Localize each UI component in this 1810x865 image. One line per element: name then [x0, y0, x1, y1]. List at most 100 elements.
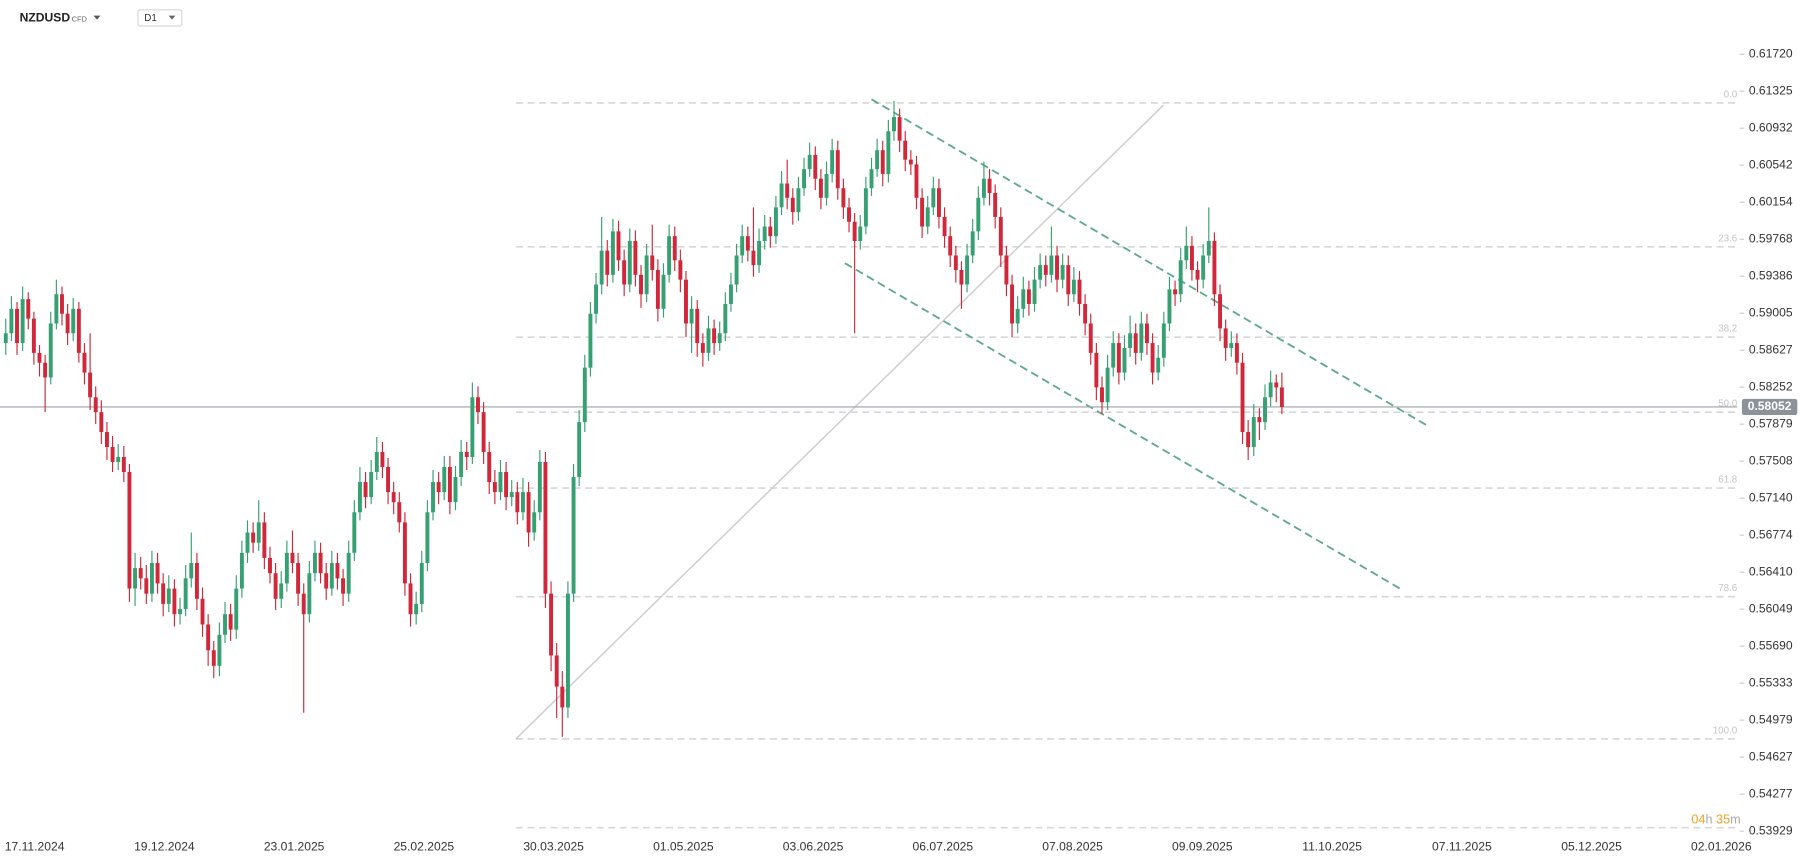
candle-body [1167, 289, 1172, 324]
candle-body [869, 169, 874, 189]
candle-body [273, 573, 278, 599]
candle-body [194, 563, 199, 599]
candle-body [847, 207, 851, 222]
candle-body [307, 573, 312, 615]
candle-body [363, 482, 368, 498]
candle-body [166, 588, 171, 604]
bar-timer: 04h 35m [1691, 813, 1740, 827]
candle-body [667, 236, 672, 275]
candle-body [3, 333, 8, 344]
candle-body [60, 294, 64, 314]
candle-body [695, 308, 700, 344]
y-tick-label: 0.61325 [1749, 83, 1793, 97]
candle-body [318, 552, 323, 574]
candle-body [993, 193, 998, 217]
y-tick-label: 0.60154 [1749, 194, 1793, 208]
candle-body [1038, 265, 1043, 280]
timer-h: h [1706, 813, 1713, 827]
candle-body [138, 568, 143, 579]
y-tick-label: 0.56049 [1749, 601, 1793, 615]
candle-body [436, 482, 441, 493]
candle-body [655, 269, 660, 309]
candle-body [571, 477, 576, 594]
candle-body [835, 150, 840, 189]
candle-body [717, 333, 722, 344]
candle-body [279, 583, 284, 599]
candle-body [1043, 265, 1048, 275]
candle-body [217, 634, 222, 666]
candle-body [509, 492, 514, 498]
candle-body [1150, 343, 1155, 373]
candle-body [768, 226, 773, 237]
candle-body [43, 362, 48, 378]
candle-body [650, 255, 655, 270]
candle-body [374, 451, 379, 473]
candle-body [369, 472, 374, 498]
candle-body [779, 183, 784, 208]
fib-trend-line [515, 104, 1165, 740]
candle-body [734, 255, 739, 285]
x-tick-label: 06.07.2025 [913, 840, 974, 854]
candle-body [223, 614, 227, 635]
candle-body [1133, 333, 1138, 353]
candle-body [15, 308, 19, 344]
candle-body [408, 583, 413, 615]
candle-body [487, 451, 492, 483]
candle-body [931, 188, 936, 208]
candle-body [206, 624, 211, 651]
candle-body [785, 183, 790, 198]
candle-body [616, 231, 621, 261]
candle-body [464, 451, 469, 457]
candle-body [341, 578, 346, 594]
candle-body [610, 231, 615, 275]
y-tick-label: 0.59005 [1749, 305, 1793, 319]
x-tick-label: 23.01.2025 [264, 840, 325, 854]
candle-body [251, 532, 256, 543]
candle-body [1218, 294, 1223, 329]
candle-body [594, 284, 599, 314]
fib-level-label: 38.2 [1718, 324, 1737, 335]
candle-body [37, 352, 42, 363]
candle-body [127, 472, 132, 589]
candle-body [93, 397, 98, 413]
candle-body [116, 456, 121, 462]
candle-body [335, 563, 340, 579]
candle-body [863, 188, 868, 227]
candle-body [802, 169, 807, 189]
candle-body [1088, 323, 1093, 353]
candle-body [577, 422, 582, 478]
candle-body [1105, 367, 1110, 403]
candle-body [723, 303, 728, 334]
x-tick-label: 30.03.2025 [523, 840, 584, 854]
symbol-dropdown-arrow[interactable] [93, 15, 101, 20]
candle-body [1032, 279, 1037, 304]
candle-body [26, 299, 31, 319]
y-tick-label: 0.54627 [1749, 749, 1793, 763]
candle-body [796, 188, 801, 213]
candle-body [1122, 347, 1127, 373]
candle-body [633, 240, 638, 275]
candle-body [386, 467, 391, 493]
timer-m: m [1730, 813, 1741, 827]
candle-body [515, 492, 520, 513]
candle-body [459, 451, 464, 478]
candle-body [684, 279, 688, 324]
candle-body [228, 614, 233, 630]
candle-body [504, 472, 509, 498]
candle-body [925, 207, 930, 227]
candle-body [402, 522, 407, 584]
timeframe-selector[interactable] [137, 9, 183, 27]
candle-body [1178, 260, 1183, 295]
last-price: 0.58052 [0, 398, 1798, 416]
candle-body [1279, 387, 1284, 407]
symbol[interactable]: NZDUSD [20, 11, 71, 25]
candle-body [110, 446, 115, 462]
candle-body [1212, 240, 1217, 295]
y-tick-label: 0.54979 [1749, 712, 1793, 726]
x-tick-label: 17.11.2024 [5, 840, 65, 854]
y-tick-label: 0.56774 [1749, 527, 1793, 541]
candle-body [1234, 343, 1239, 363]
fib-level-label: 50.0 [1718, 399, 1738, 410]
candle-body [987, 178, 992, 194]
